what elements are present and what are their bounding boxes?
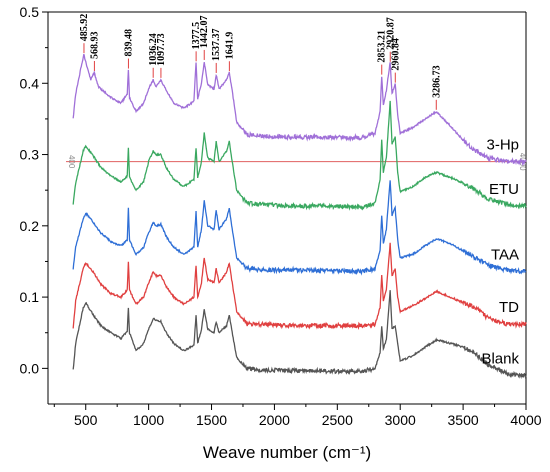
series-line-td xyxy=(72,242,527,331)
series-line-taa xyxy=(72,180,527,276)
series-label: TD xyxy=(499,299,519,316)
x-tick-label: 3000 xyxy=(385,412,416,428)
peak-label: 568.93 xyxy=(89,31,100,59)
peak-label: 485.92 xyxy=(79,14,90,42)
peak-label: 3286.73 xyxy=(431,65,442,98)
y-tick-label: 0.5 xyxy=(20,4,40,20)
y-axis-ticks: 0.0 0.1 0.2 0.3 0.4 0.5 xyxy=(20,4,48,376)
series-label: TAA xyxy=(491,246,519,263)
peak-label: 839.48 xyxy=(123,29,134,57)
x-axis-ticks: 500 1000 1500 2000 2500 3000 3500 4000 xyxy=(53,404,542,428)
peak-label: 2960.84 xyxy=(390,38,401,71)
peak-label: 1442.07 xyxy=(199,15,210,48)
series-line-3-hp xyxy=(72,54,527,166)
peak-label: 1641.9 xyxy=(224,32,235,60)
series-label: Blank xyxy=(481,350,519,367)
series-group xyxy=(72,54,527,380)
series-line-etu xyxy=(72,100,527,211)
series-label: 3-Hp xyxy=(486,137,519,154)
peak-label: 1537.37 xyxy=(211,28,222,61)
reference-line-start-label: 400 xyxy=(67,155,76,169)
y-tick-label: 0.0 xyxy=(20,360,40,376)
x-tick-label: 1000 xyxy=(133,412,164,428)
y-tick-label: 0.2 xyxy=(20,218,40,234)
y-tick-label: 0.4 xyxy=(20,75,40,91)
peak-label: 2853.21 xyxy=(377,30,388,63)
x-tick-label: 3500 xyxy=(448,412,479,428)
y-tick-label: 0.1 xyxy=(20,289,40,305)
x-axis-title: Weave number (cm⁻¹) xyxy=(203,443,371,462)
peak-label: 2920.87 xyxy=(385,17,396,50)
peak-label: 1036.24 xyxy=(148,33,159,66)
reference-line-group: 400 4000 xyxy=(66,153,527,171)
series-label: ETU xyxy=(489,181,519,198)
x-tick-label: 500 xyxy=(74,412,98,428)
peak-label: 1097.73 xyxy=(156,33,167,66)
peak-label: 1377.5 xyxy=(191,22,202,50)
series-line-blank xyxy=(72,290,527,380)
x-tick-label: 2500 xyxy=(322,412,353,428)
series-labels: Blank TD TAA ETU 3-Hp xyxy=(481,137,519,368)
x-tick-label: 2000 xyxy=(259,412,290,428)
x-tick-label: 1500 xyxy=(196,412,227,428)
x-tick-label: 4000 xyxy=(510,412,541,428)
y-tick-label: 0.3 xyxy=(20,147,40,163)
